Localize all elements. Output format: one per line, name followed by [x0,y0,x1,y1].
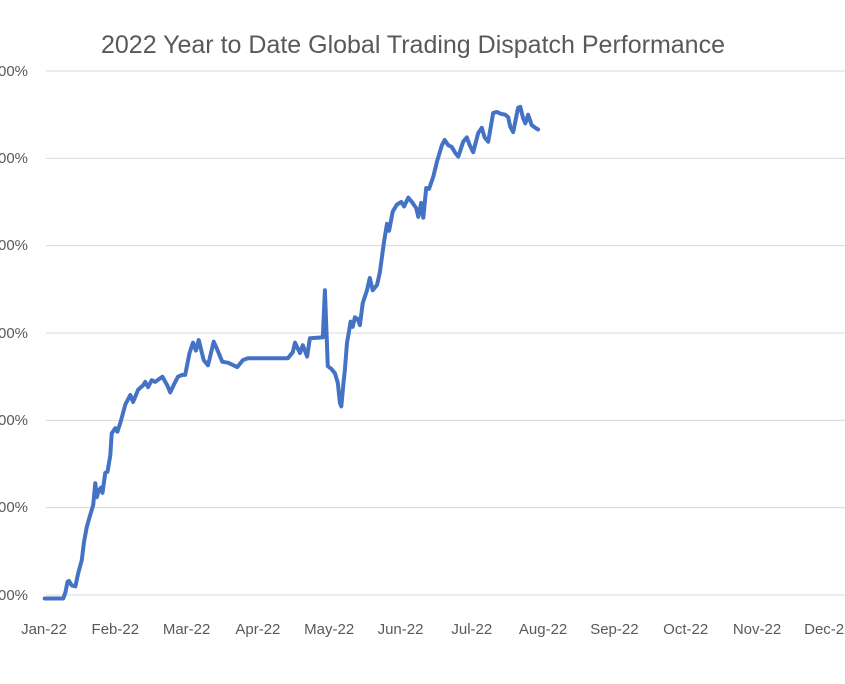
x-tick-label: Jan-22 [21,621,67,638]
y-tick-label: 00% [0,586,29,604]
y-tick-label: 00% [0,411,29,429]
x-tick-label: Jul-22 [451,621,493,638]
x-tick-label: Nov-22 [732,621,782,638]
x-tick-label: Feb-22 [91,621,140,638]
x-tick-label: Apr-22 [235,621,281,638]
x-tick-label: Aug-22 [518,621,568,638]
x-tick-label: Jun-22 [377,621,424,638]
x-tick-label: Sep-22 [590,621,639,638]
chart-title: 2022 Year to Date Global Trading Dispatc… [101,31,725,59]
x-tick-label: Dec-22 [804,621,845,638]
x-tick-label: Oct-22 [663,621,709,638]
y-tick-label: 00% [0,237,29,255]
y-tick-label: 00% [0,149,29,167]
y-tick-label: 00% [0,499,29,517]
y-tick-label: 00% [0,324,29,342]
series-line [42,104,541,601]
x-tick-label: Mar-22 [162,621,211,638]
x-tick-label: May-22 [304,621,355,638]
y-tick-label: 00% [0,62,29,80]
